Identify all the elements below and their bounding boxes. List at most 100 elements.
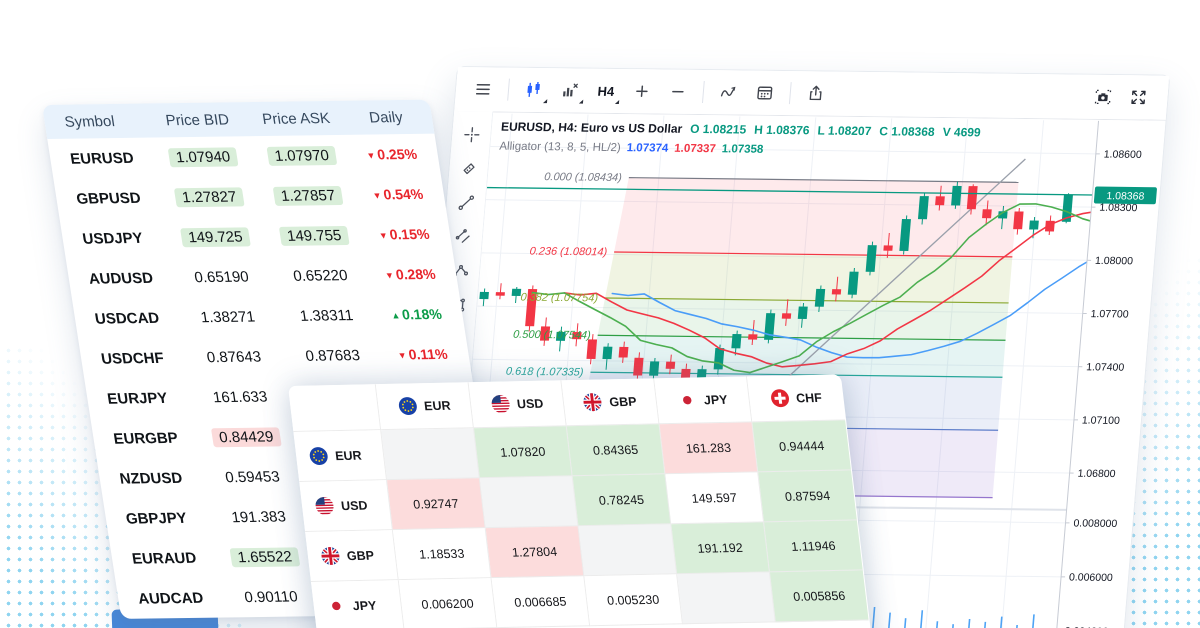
quote-symbol: USDCHF	[99, 349, 165, 368]
matrix-row-label-GBP[interactable]: GBP	[305, 530, 399, 582]
trend-line-icon	[458, 194, 474, 210]
matrix-cell-GBP-CHF: 1.11946	[764, 520, 863, 573]
matrix-cell-EUR-CHF: 0.94444	[752, 420, 852, 473]
svg-text:1.08000: 1.08000	[1095, 255, 1134, 267]
quote-symbol: USDJPY	[81, 229, 144, 248]
drawing-mode-button[interactable]	[711, 77, 747, 107]
matrix-cell-GBP-EUR: 1.18533	[392, 528, 492, 581]
share-button[interactable]	[798, 78, 834, 108]
ch-flag-icon	[769, 389, 790, 408]
ruler-icon	[463, 162, 475, 174]
matrix-cell-GBP-GBP	[578, 524, 678, 577]
quote-symbol: GBPUSD	[75, 189, 142, 208]
legend-C-value: C 1.08368	[878, 124, 936, 139]
fullscreen-button[interactable]	[1120, 82, 1156, 112]
legend-indicator-value: 1.07337	[673, 142, 717, 156]
quote-row-USDCHF[interactable]: USDCHF 0.87643 0.87683 ▼0.11%	[78, 334, 471, 379]
quote-row-GBPUSD[interactable]: GBPUSD 1.27827 1.27857 ▼0.54%	[53, 174, 446, 219]
svg-text:0.000 (1.08434): 0.000 (1.08434)	[544, 171, 623, 184]
quote-row-EURUSD[interactable]: EURUSD 1.07940 1.07970 ▼0.25%	[47, 134, 440, 179]
quote-ask: 1.27857	[257, 185, 359, 206]
matrix-cell-GBP-USD: 1.27804	[485, 526, 585, 579]
matrix-header-CHF[interactable]: CHF	[746, 374, 846, 423]
arrow-down-icon: ▼	[371, 190, 383, 201]
parallel-channel-icon	[455, 228, 470, 243]
matrix-cell-USD-GBP: 0.78245	[572, 474, 672, 527]
arrow-down-icon: ▼	[397, 350, 408, 361]
quote-bid: 0.87643	[205, 347, 263, 366]
svg-text:1.08300: 1.08300	[1099, 202, 1138, 214]
camera-icon	[1094, 89, 1111, 105]
legend-symbol-title: EURUSD, H4: Euro vs US Dollar	[500, 119, 683, 136]
crosshair-icon	[463, 126, 479, 142]
quote-bid: 191.383	[230, 507, 288, 526]
matrix-cell-JPY-USD: 0.006685	[491, 576, 591, 628]
indicators-button[interactable]	[552, 75, 588, 105]
share-icon	[809, 85, 822, 101]
zoom-out-button[interactable]	[660, 77, 696, 107]
svg-text:1.08368: 1.08368	[1106, 190, 1145, 202]
matrix-cell-JPY-EUR: 0.006200	[398, 578, 498, 628]
column-header-ask: Price ASK	[261, 109, 332, 128]
matrix-cell-JPY-GBP: 0.005230	[584, 574, 684, 627]
quote-daily-change: ▼0.54%	[371, 185, 425, 203]
quote-daily-change: ▼0.15%	[378, 225, 431, 243]
svg-text:1.06800: 1.06800	[1077, 468, 1116, 480]
matrix-header-EUR[interactable]: EUR	[375, 382, 474, 431]
quote-bid: 0.90110	[243, 587, 299, 606]
quote-ask: 1.07970	[251, 145, 353, 166]
legend-V-value: V 4699	[942, 124, 982, 140]
timeframe-label: H4	[597, 83, 615, 99]
zoom-in-button[interactable]	[624, 76, 660, 106]
legend-L-value: L 1.08207	[816, 123, 872, 139]
quote-daily-change: ▼0.25%	[365, 145, 419, 163]
eu-flag-icon	[308, 446, 329, 466]
matrix-header-JPY[interactable]: JPY	[654, 376, 753, 425]
menu-button[interactable]	[465, 74, 501, 104]
matrix-cell-USD-JPY: 149.597	[665, 472, 765, 525]
quote-row-USDJPY[interactable]: USDJPY 149.725 149.755 ▼0.15%	[60, 214, 453, 259]
matrix-cell-JPY-JPY	[677, 572, 776, 625]
svg-text:0.500 (1.07544): 0.500 (1.07544)	[513, 329, 592, 342]
calendar-button[interactable]	[747, 78, 783, 108]
tool-trend-line[interactable]	[453, 191, 479, 213]
quote-symbol: AUDCAD	[136, 589, 205, 608]
matrix-header-USD[interactable]: USD	[468, 380, 567, 429]
gb-flag-icon	[582, 393, 603, 412]
legend-H-value: H 1.08376	[753, 122, 811, 138]
matrix-cell-USD-CHF: 0.87594	[758, 470, 857, 523]
column-header-symbol: Symbol	[63, 112, 116, 131]
quote-bid: 1.27827	[159, 186, 259, 207]
screenshot-button[interactable]	[1084, 82, 1120, 112]
currency-matrix-grid: EUR USD GBP JPY CHF EUR 1.07820 0.84365 161.283 0…	[288, 374, 870, 628]
matrix-header-GBP[interactable]: GBP	[561, 378, 660, 427]
matrix-row-label-USD[interactable]: USD	[299, 480, 393, 532]
candlestick-icon	[527, 81, 540, 97]
chart-legend: EURUSD, H4: Euro vs US Dollar O 1.08215 H …	[499, 120, 981, 159]
gb-flag-icon	[320, 546, 341, 566]
quote-bid: 149.725	[165, 226, 265, 247]
matrix-row-label-EUR[interactable]: EUR	[293, 430, 388, 482]
tool-measure[interactable]	[456, 157, 482, 179]
legend-indicator-label: Alligator (13, 8, 5, HL/2)	[498, 140, 622, 155]
drawing-icon	[720, 86, 735, 97]
quote-bid: 1.65522	[215, 546, 315, 567]
svg-text:1.07400: 1.07400	[1086, 361, 1125, 373]
matrix-row-label-JPY[interactable]: JPY	[310, 580, 405, 628]
arrow-down-icon: ▼	[384, 270, 395, 281]
arrow-down-icon: ▼	[378, 230, 389, 241]
minus-icon	[672, 90, 684, 93]
quote-row-USDCAD[interactable]: USDCAD 1.38271 1.38311 ▲0.18%	[72, 294, 465, 339]
matrix-cell-USD-EUR: 0.92747	[387, 478, 486, 531]
fullscreen-icon	[1131, 90, 1146, 105]
tool-parallel-channel[interactable]	[450, 225, 476, 247]
quote-row-AUDUSD[interactable]: AUDUSD 0.65190 0.65220 ▼0.28%	[66, 254, 459, 299]
quote-symbol: EURJPY	[106, 389, 169, 408]
eu-flag-icon	[397, 396, 418, 416]
tool-crosshair[interactable]	[459, 123, 485, 145]
calendar-icon	[757, 86, 773, 100]
currency-matrix: EUR USD GBP JPY CHF EUR 1.07820 0.84365 161.283 0…	[288, 374, 876, 628]
quote-ask: 0.87683	[304, 346, 362, 365]
chart-type-button[interactable]	[516, 75, 552, 105]
timeframe-button[interactable]: H4	[588, 76, 624, 106]
